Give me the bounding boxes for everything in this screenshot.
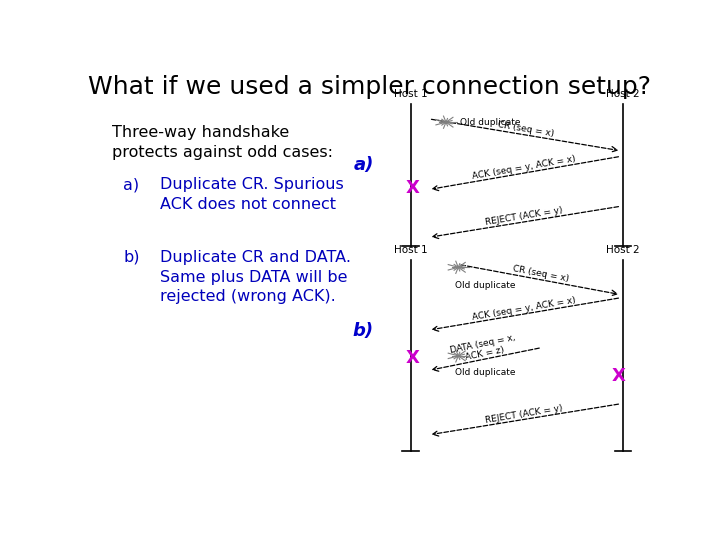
Text: REJECT (ACK = y): REJECT (ACK = y)	[485, 206, 564, 227]
Text: CR (seq = x): CR (seq = x)	[512, 265, 570, 284]
Text: X: X	[612, 367, 626, 385]
Text: a): a)	[124, 177, 140, 192]
Text: Duplicate CR. Spurious
ACK does not connect: Duplicate CR. Spurious ACK does not conn…	[160, 177, 343, 212]
Text: Old duplicate: Old duplicate	[456, 368, 516, 376]
Text: Old duplicate: Old duplicate	[456, 281, 516, 289]
Text: Host 2: Host 2	[606, 245, 639, 255]
Text: X: X	[405, 348, 420, 367]
Text: Old duplicate: Old duplicate	[460, 118, 521, 127]
Text: CR (seq = x): CR (seq = x)	[497, 120, 554, 139]
Text: Host 1: Host 1	[394, 245, 428, 255]
Text: b): b)	[124, 250, 140, 265]
Text: a): a)	[354, 156, 374, 173]
Text: b): b)	[353, 322, 374, 340]
Text: X: X	[405, 179, 420, 197]
Text: ACK (seq = y, ACK = x): ACK (seq = y, ACK = x)	[472, 295, 577, 322]
Text: REJECT (ACK = y): REJECT (ACK = y)	[485, 403, 564, 424]
Text: What if we used a simpler connection setup?: What if we used a simpler connection set…	[88, 75, 650, 99]
Text: DATA (seq = x,
ACK = z): DATA (seq = x, ACK = z)	[449, 333, 518, 365]
Text: ACK (seq = y, ACK = x): ACK (seq = y, ACK = x)	[472, 154, 577, 181]
Text: Host 1: Host 1	[394, 89, 428, 99]
Text: Three-way handshake
protects against odd cases:: Three-way handshake protects against odd…	[112, 125, 333, 160]
Text: Host 2: Host 2	[606, 89, 639, 99]
Text: Duplicate CR and DATA.
Same plus DATA will be
rejected (wrong ACK).: Duplicate CR and DATA. Same plus DATA wi…	[160, 250, 351, 305]
